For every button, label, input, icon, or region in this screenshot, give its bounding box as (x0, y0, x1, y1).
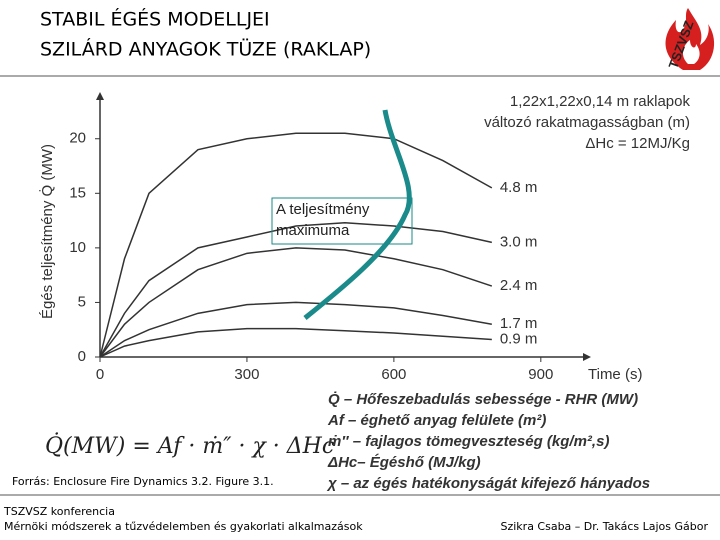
annotation: maximuma (276, 222, 350, 239)
x-tick-label: 300 (234, 366, 259, 383)
chart-note: változó rakatmagasságban (m) (484, 114, 690, 131)
series-line (99, 247, 493, 358)
legend-line: ṁ″ – fajlagos tömegveszteség (kg/m²,s) (328, 433, 609, 450)
y-tick-label: 10 (69, 239, 86, 256)
x-tick-label: 900 (528, 366, 553, 383)
series-label: 3.0 m (500, 233, 538, 250)
chart-note: ΔHc = 12MJ/Kg (585, 135, 690, 152)
legend-line: ΔHc– Égéshő (MJ/kg) (327, 454, 481, 471)
series-label: 0.9 m (500, 331, 538, 348)
footer-right: Szikra Csaba – Dr. Takács Lajos Gábor (500, 520, 708, 533)
y-tick-label: 15 (69, 184, 86, 201)
y-tick-label: 5 (78, 293, 86, 310)
series-label: 1.7 m (500, 315, 538, 332)
source: Forrás: Enclosure Fire Dynamics 3.2. Fig… (12, 475, 274, 488)
annotation-box (271, 197, 413, 245)
y-axis-arrow (96, 92, 104, 100)
title: STABIL ÉGÉS MODELLJEI (40, 8, 270, 31)
x-tick-label: 0 (96, 366, 104, 383)
annotation: A teljesítmény (276, 201, 370, 218)
series-line (99, 222, 493, 358)
series-line (99, 132, 493, 358)
series-label: 4.8 m (500, 179, 538, 196)
legend-line: Af – éghető anyag felülete (m²) (327, 412, 546, 429)
title: SZILÁRD ANYAGOK TÜZE (RAKLAP) (40, 38, 371, 61)
series-line (99, 301, 492, 358)
footer-left: Mérnöki módszerek a tűzvédelemben és gya… (4, 520, 363, 533)
footer-left: TSZVSZ konferencia (3, 505, 115, 518)
x-tick-label: 600 (381, 366, 406, 383)
series-label: 2.4 m (500, 277, 538, 294)
logo: TSZVSZ (665, 8, 715, 71)
y-tick-label: 0 (78, 348, 86, 365)
y-tick-label: 20 (69, 130, 86, 147)
formula: Q̇(MW) = Af · ṁ″ · χ · ΔHc (45, 433, 334, 459)
chart-note: 1,22x1,22x0,14 m raklapok (510, 93, 691, 110)
legend-line: χ – az égés hatékonyságát kifejező hánya… (326, 475, 650, 492)
y-axis-label: Égés teljesítmény Q̇ (MW) (39, 144, 56, 319)
max-locus (303, 109, 412, 320)
legend-line: Q̇ – Hőfeszebadulás sebessége - RHR (MW) (328, 391, 638, 408)
x-axis-arrow (583, 353, 591, 361)
series-line (99, 327, 492, 358)
x-axis-label: Time (s) (588, 366, 642, 383)
